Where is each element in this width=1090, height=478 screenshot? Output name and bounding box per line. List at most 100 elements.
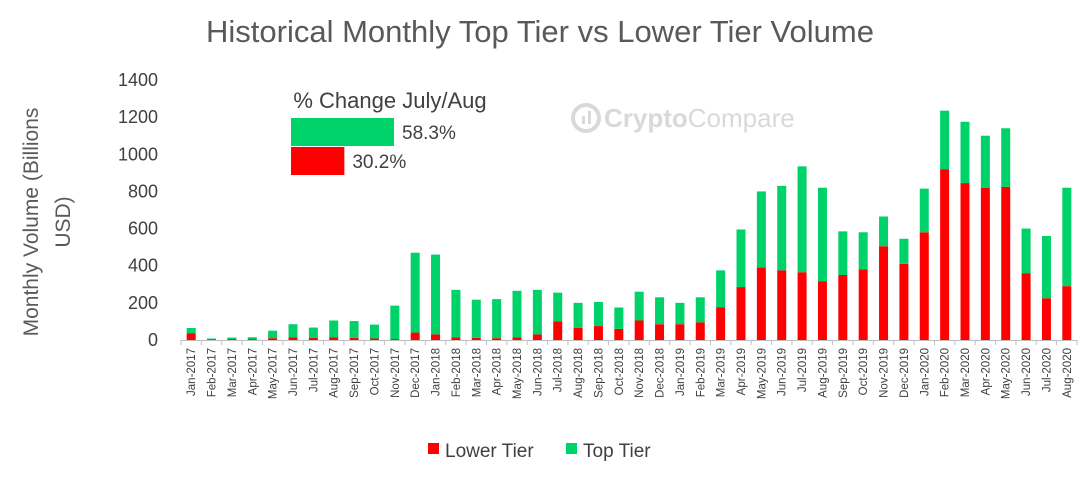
bar-lower-tier bbox=[207, 339, 217, 340]
bar-top-tier bbox=[940, 110, 950, 170]
x-tick-label: Jun-2017 bbox=[288, 348, 300, 396]
x-tick-label: Sep-2017 bbox=[349, 348, 361, 398]
x-tick-label: Apr-2019 bbox=[736, 348, 748, 395]
percent-change-annotation: % Change July/Aug 58.3% 30.2% bbox=[291, 88, 487, 175]
x-tick-label: Oct-2017 bbox=[369, 348, 381, 395]
bar-top-tier bbox=[1062, 187, 1072, 287]
x-tick-label: Feb-2020 bbox=[940, 348, 952, 397]
bar-top-tier bbox=[227, 337, 237, 340]
bar-top-tier bbox=[349, 321, 359, 338]
bar-top-tier bbox=[1021, 228, 1031, 274]
bar-lower-tier bbox=[655, 324, 665, 340]
bar-lower-tier bbox=[247, 339, 257, 340]
bar-top-tier bbox=[879, 216, 889, 247]
x-tick-label: Apr-2017 bbox=[247, 348, 259, 395]
bar-top-tier bbox=[390, 305, 400, 340]
x-tick-label: Nov-2018 bbox=[634, 348, 646, 398]
bar-lower-tier bbox=[573, 327, 583, 340]
legend-label: Top Tier bbox=[583, 441, 651, 462]
y-tick-label: 200 bbox=[128, 293, 158, 313]
bar-lower-tier bbox=[227, 339, 237, 340]
bar-lower-tier bbox=[858, 269, 868, 340]
x-tick-label: Mar-2020 bbox=[960, 348, 972, 397]
bar-lower-tier bbox=[879, 246, 889, 340]
x-tick-label: Feb-2017 bbox=[207, 348, 219, 397]
bar-lower-tier bbox=[512, 337, 522, 340]
x-tick-label: Dec-2019 bbox=[899, 348, 911, 398]
bar-top-tier bbox=[899, 238, 909, 264]
y-axis-label-line-1: Monthly Volume (Billions bbox=[20, 108, 43, 337]
percent-change-value: 30.2% bbox=[352, 152, 406, 173]
bar-top-tier bbox=[675, 302, 685, 325]
bar-top-tier bbox=[980, 135, 990, 188]
bar-lower-tier bbox=[736, 287, 746, 340]
bar-top-tier bbox=[777, 185, 787, 271]
y-tick-label: 1200 bbox=[118, 107, 158, 127]
x-tick-label: May-2019 bbox=[756, 348, 768, 399]
bar-lower-tier bbox=[349, 337, 359, 340]
x-tick-label: Mar-2019 bbox=[716, 348, 728, 397]
x-tick-label: Aug-2020 bbox=[1062, 348, 1074, 398]
x-tick-label: Nov-2019 bbox=[879, 348, 891, 398]
x-tick-label: Dec-2017 bbox=[410, 348, 422, 398]
y-tick-label: 1000 bbox=[118, 144, 158, 164]
bar-lower-tier bbox=[960, 183, 970, 340]
y-axis-label: Monthly Volume (Billions USD) bbox=[20, 108, 75, 337]
bar-lower-tier bbox=[553, 321, 563, 340]
bar-top-tier bbox=[329, 320, 339, 338]
bar-lower-tier bbox=[756, 267, 766, 340]
bar-lower-tier bbox=[268, 338, 278, 340]
y-tick-label: 0 bbox=[148, 330, 158, 350]
bar-lower-tier bbox=[1001, 186, 1011, 340]
x-tick-label: Jan-2017 bbox=[186, 348, 198, 396]
bar-top-tier bbox=[960, 121, 970, 184]
x-tick-label: Jun-2020 bbox=[1021, 348, 1033, 396]
y-tick-label: 400 bbox=[128, 256, 158, 276]
x-tick-label: Jun-2018 bbox=[532, 348, 544, 396]
x-tick-label: Jan-2020 bbox=[919, 348, 931, 396]
y-tick-label: 1400 bbox=[118, 70, 158, 90]
bar-lower-tier bbox=[980, 187, 990, 340]
y-tick-label: 800 bbox=[128, 181, 158, 201]
legend-label: Lower Tier bbox=[445, 441, 534, 462]
x-tick-label: Jul-2019 bbox=[797, 348, 809, 392]
bar-lower-tier bbox=[308, 337, 318, 340]
bar-top-tier bbox=[410, 252, 420, 333]
bar-lower-tier bbox=[410, 332, 420, 340]
bar-lower-tier bbox=[390, 339, 400, 340]
bar-lower-tier bbox=[451, 337, 461, 340]
bar-lower-tier bbox=[614, 328, 624, 340]
bar-top-tier bbox=[573, 302, 583, 328]
bar-top-tier bbox=[288, 324, 298, 338]
y-tick-label: 600 bbox=[128, 219, 158, 239]
bar-lower-tier bbox=[329, 337, 339, 340]
bar-top-tier bbox=[369, 324, 379, 339]
bar-lower-tier bbox=[369, 338, 379, 340]
bar-lower-tier bbox=[817, 281, 827, 340]
bar-top-tier bbox=[716, 270, 726, 308]
bar-top-tier bbox=[614, 307, 624, 329]
bar-top-tier bbox=[532, 289, 542, 335]
y-axis: 0 200 400 600 800 1000 1200 1400 bbox=[118, 70, 158, 350]
x-tick-label: Dec-2018 bbox=[655, 348, 667, 398]
x-tick-label: Nov-2017 bbox=[390, 348, 402, 398]
x-tick-label: Sep-2019 bbox=[838, 348, 850, 398]
x-tick-label: Oct-2019 bbox=[858, 348, 870, 395]
x-tick-label: Aug-2018 bbox=[573, 348, 585, 398]
bar-top-tier bbox=[207, 338, 217, 340]
watermark-logo-bar bbox=[588, 111, 591, 124]
bar-top-tier bbox=[247, 337, 257, 340]
chart-title: Historical Monthly Top Tier vs Lower Tie… bbox=[206, 14, 874, 49]
bar-lower-tier bbox=[797, 272, 807, 340]
x-tick-label: Feb-2019 bbox=[695, 348, 707, 397]
watermark: CryptoCompare bbox=[571, 103, 795, 133]
x-tick-label: Mar-2017 bbox=[227, 348, 239, 397]
bar-top-tier bbox=[634, 291, 644, 321]
bar-top-tier bbox=[655, 297, 665, 325]
bar-lower-tier bbox=[1021, 273, 1031, 340]
bar-top-tier bbox=[308, 327, 318, 338]
x-tick-label: Jul-2020 bbox=[1041, 348, 1053, 392]
bar-top-tier bbox=[756, 191, 766, 268]
bar-lower-tier bbox=[1041, 298, 1051, 340]
